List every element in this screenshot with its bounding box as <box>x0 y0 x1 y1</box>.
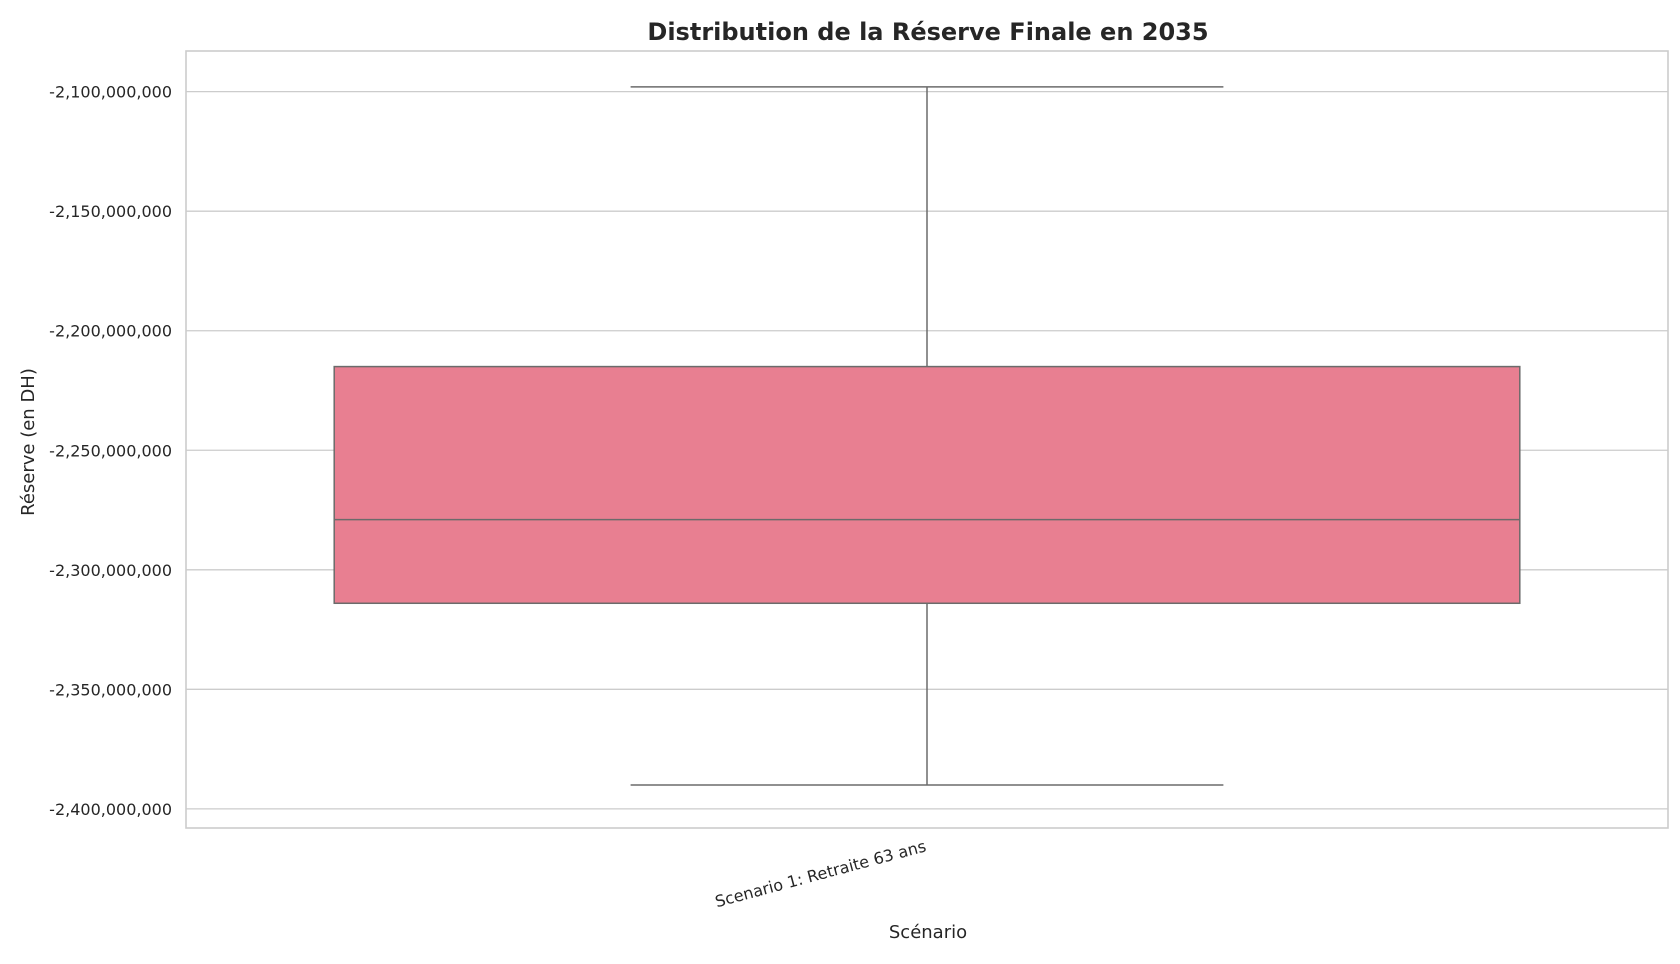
y-tick-label: -2,200,000,000 <box>49 322 172 341</box>
y-tick-label: -2,400,000,000 <box>49 800 172 819</box>
x-axis-label: Scénario <box>889 922 967 943</box>
iqr-box <box>333 365 1521 605</box>
x-tick-labels: Scenario 1: Retraite 63 ans <box>713 837 928 912</box>
y-tick-label: -2,100,000,000 <box>49 83 172 102</box>
y-tick-label: -2,250,000,000 <box>49 441 172 460</box>
y-tick-label: -2,300,000,000 <box>49 561 172 580</box>
y-tick-label: -2,150,000,000 <box>49 202 172 221</box>
plot-border <box>185 50 1669 829</box>
plot-frame <box>185 50 1669 829</box>
y-axis-label: Réserve (en DH) <box>18 368 39 516</box>
box-layer <box>333 86 1521 786</box>
y-tick-label: -2,350,000,000 <box>49 680 172 699</box>
x-tick-label: Scenario 1: Retraite 63 ans <box>713 837 928 912</box>
y-tick-labels: -2,100,000,000 -2,150,000,000 -2,200,000,0… <box>49 83 172 819</box>
chart-title: Distribution de la Réserve Finale en 203… <box>647 18 1208 46</box>
box-plot <box>333 86 1521 786</box>
